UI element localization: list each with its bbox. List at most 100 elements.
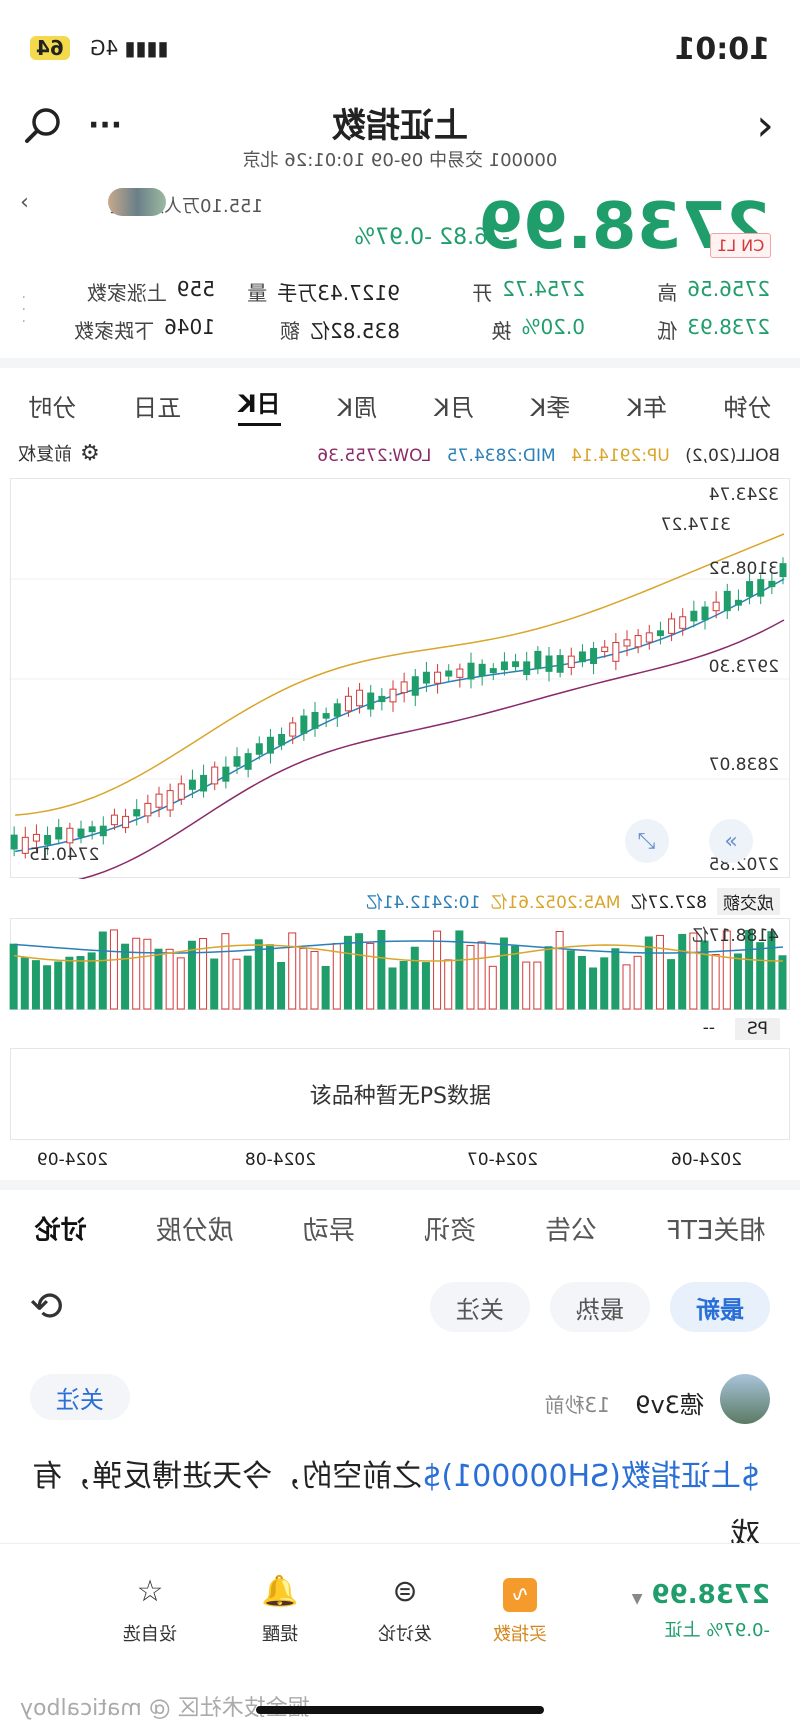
bell-icon: 🔔	[261, 1574, 299, 1609]
buy-index-label: 买指数	[493, 1624, 547, 1645]
filter-follow[interactable]: 关注	[430, 1282, 530, 1332]
post-stock-link[interactable]: $上证指数(SH000001)$	[422, 1459, 760, 1494]
tab-period[interactable]: 月K	[433, 393, 474, 422]
ps-empty-text: 该品种暂无PS数据	[309, 1084, 491, 1109]
ps-label[interactable]: PS	[734, 1018, 780, 1040]
candle	[634, 635, 642, 648]
volume-bar	[611, 948, 620, 1010]
volume-bar	[633, 955, 642, 1010]
fullscreen-icon[interactable]: ⤢	[625, 819, 669, 863]
add-watchlist-label: 设自选	[123, 1624, 177, 1645]
volume-bar	[187, 940, 196, 1010]
bottom-price-value: 2738.99	[651, 1580, 770, 1610]
quote-value: 0.20%	[521, 314, 585, 339]
volume-svg	[9, 929, 787, 1010]
candle	[712, 601, 720, 612]
volume-bar	[433, 930, 442, 1010]
divider	[0, 1180, 800, 1190]
refresh-icon[interactable]: ⟳	[30, 1284, 64, 1330]
candle	[110, 814, 118, 826]
low-mark: 2740.15	[29, 845, 100, 865]
volume-chart[interactable]: 4188.17亿	[9, 918, 790, 1010]
candle	[188, 779, 196, 790]
volume-bar	[511, 945, 520, 1010]
buy-index-button[interactable]: ∿ 买指数	[470, 1574, 570, 1646]
post-discussion-button[interactable]: ⊜ 发讨论	[355, 1574, 455, 1646]
bottom-change: -0.97% 上证	[665, 1616, 770, 1642]
volume-bar	[689, 932, 698, 1010]
volume-ma5-line	[14, 944, 784, 962]
alert-button[interactable]: 🔔 提醒	[230, 1574, 330, 1646]
adjust-label: 前复权	[18, 444, 72, 465]
post-discussion-label: 发讨论	[378, 1624, 432, 1645]
candle	[422, 671, 430, 684]
volume-bar	[566, 950, 575, 1010]
candle	[601, 646, 609, 653]
quote-cell: 835.82亿额	[215, 315, 400, 344]
bottom-change-pct: -0.97%	[706, 1620, 770, 1641]
tab-period[interactable]: 分时	[28, 393, 77, 422]
status-bar: 10:01 ▮▮▮▮ 4G 64	[0, 28, 800, 68]
tab-content[interactable]: 讨论	[34, 1216, 87, 1246]
price-tick: 3243.74	[708, 485, 779, 505]
tab-content[interactable]: 资讯	[423, 1216, 476, 1246]
battery-icon: 64	[30, 36, 70, 60]
volume-bar	[121, 943, 130, 1010]
quote-row: 2738.93 低 0.20% 换 835.82亿额 1046 下跌家数	[30, 310, 770, 348]
candle	[779, 563, 787, 578]
tab-content[interactable]: 公告	[545, 1216, 598, 1246]
tab-period[interactable]: 分钟	[723, 393, 772, 422]
volume-bar	[143, 938, 152, 1010]
filter-latest[interactable]: 最新	[670, 1282, 770, 1332]
kline-chart[interactable]: 3243.74 3108.52 2973.30 2838.07 2702.85 …	[9, 478, 790, 888]
tab-period[interactable]: 年K	[627, 393, 667, 422]
triangle-down-icon: ▼	[631, 1591, 643, 1607]
add-watchlist-button[interactable]: ☆ 设自选	[100, 1574, 200, 1646]
quote-cell: 2756.56 高	[585, 277, 770, 306]
avatar[interactable]	[720, 1374, 770, 1424]
tab-content[interactable]: 异动	[302, 1216, 355, 1246]
boll-mid: MID:2834.75	[446, 446, 556, 466]
boll-lower-line	[15, 619, 785, 888]
candle	[389, 688, 397, 703]
tab-period[interactable]: 周K	[337, 393, 378, 422]
post-author[interactable]: 德3v9	[635, 1391, 704, 1419]
tab-period[interactable]: 季K	[530, 393, 571, 422]
filter-hot[interactable]: 最热	[550, 1282, 650, 1332]
search-icon[interactable]	[18, 100, 68, 150]
candle	[144, 802, 152, 817]
volume-bar	[366, 942, 375, 1010]
follower-avatars	[108, 188, 166, 216]
candle	[300, 715, 308, 734]
network-indicator: ▮▮▮▮ 4G	[90, 36, 169, 60]
chevron-right-icon[interactable]: ›	[20, 190, 29, 215]
home-indicator[interactable]	[256, 1706, 544, 1714]
volume-bar	[555, 931, 564, 1010]
volume-ma10-line	[14, 940, 784, 954]
volume-bar	[421, 962, 430, 1010]
scroll-right-icon[interactable]: »	[709, 819, 753, 863]
candle	[77, 828, 85, 838]
quote-label: 额	[280, 318, 301, 343]
candle	[612, 641, 620, 662]
volume-bar	[109, 929, 118, 1010]
quote-cell: 559 上涨家数	[30, 277, 215, 306]
more-icon[interactable]: ···	[87, 107, 123, 143]
candle	[200, 774, 208, 792]
quote-details: 2756.56 高 2754.72 开 9127.43万手量 559 上涨家数 2738.93…	[30, 272, 770, 348]
change-value: -26.82	[439, 225, 510, 250]
follow-button[interactable]: 关注	[30, 1374, 130, 1420]
volume-bar	[756, 942, 765, 1010]
volume-bar	[277, 962, 286, 1010]
volume-label[interactable]: 成交额	[717, 888, 780, 915]
candle	[356, 689, 364, 707]
tab-content[interactable]: 成分股	[155, 1216, 234, 1246]
kline-svg	[9, 533, 789, 888]
tab-period[interactable]: 五日	[133, 393, 182, 422]
tab-content[interactable]: 相关ETF	[666, 1216, 766, 1246]
tab-period[interactable]: 日K	[238, 384, 281, 426]
adjust-toggle[interactable]: ⚙ 前复权	[18, 440, 100, 466]
bottom-price: 2738.99 ▼	[632, 1580, 770, 1610]
volume-bar	[600, 957, 609, 1010]
